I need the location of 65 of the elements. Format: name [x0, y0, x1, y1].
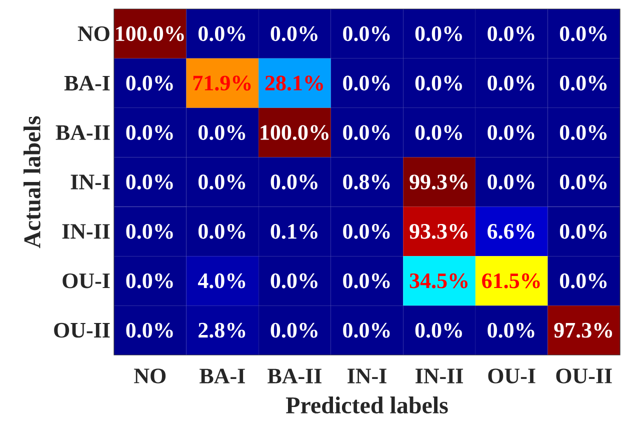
data-label: 0.0% — [560, 174, 607, 190]
data-label: 0.0% — [198, 125, 246, 140]
data-label: 0.0% — [126, 174, 173, 190]
data-label: 0.0% — [488, 125, 534, 140]
x-axis-title: Predicted labels — [286, 396, 448, 414]
data-label: 61.5% — [482, 273, 540, 288]
data-label: 97.3% — [554, 322, 612, 338]
data-label: 0.0% — [488, 174, 534, 190]
y-tick-label: NO — [78, 26, 110, 42]
data-label: 0.0% — [270, 26, 318, 42]
data-label: 0.0% — [488, 322, 534, 338]
data-label: 0.0% — [415, 322, 462, 338]
data-label: 0.0% — [415, 125, 462, 140]
y-tick-label: BA-II — [56, 125, 110, 140]
data-label: 0.0% — [488, 76, 534, 91]
data-label: 93.3% — [410, 224, 468, 239]
data-label: 0.1% — [270, 224, 318, 239]
data-label: 6.6% — [488, 224, 534, 239]
data-label: 4.0% — [198, 273, 246, 288]
data-label: 0.0% — [560, 273, 607, 288]
data-label: 0.0% — [415, 26, 462, 42]
x-tick-label: NO — [134, 368, 166, 384]
data-label: 0.0% — [270, 174, 318, 190]
data-label: 0.0% — [126, 76, 173, 91]
y-axis-title: Actual labels — [24, 116, 40, 248]
data-label: 0.0% — [560, 125, 607, 140]
data-label: 0.0% — [560, 76, 607, 91]
data-label: 0.0% — [488, 26, 534, 42]
data-label: 0.0% — [270, 322, 318, 338]
x-tick-label: BA-II — [268, 368, 322, 384]
data-label: 71.9% — [193, 76, 251, 91]
y-tick-label: OU-II — [54, 322, 110, 338]
data-label: 0.0% — [343, 273, 390, 288]
data-label: 0.0% — [126, 273, 173, 288]
data-label: 100.0% — [116, 26, 184, 42]
data-label: 28.1% — [265, 76, 323, 91]
data-label: 0.0% — [415, 76, 462, 91]
y-tick-label: IN-II — [62, 224, 110, 239]
data-label: 100.0% — [260, 125, 328, 140]
y-tick-label: BA-I — [64, 76, 110, 90]
x-tick-label: BA-I — [200, 368, 245, 384]
data-label: 34.5% — [410, 273, 468, 288]
data-label: 0.0% — [560, 26, 607, 42]
data-label: 0.8% — [343, 174, 390, 190]
y-tick-label: OU-I — [62, 273, 110, 288]
data-label: 0.0% — [198, 224, 246, 239]
x-tick-label: IN-I — [348, 368, 386, 384]
x-tick-label: IN-II — [416, 368, 463, 384]
data-label: 0.0% — [126, 224, 173, 239]
data-label: 0.0% — [343, 224, 390, 239]
data-label: 0.0% — [343, 76, 390, 91]
data-label: 2.8% — [198, 322, 246, 338]
data-label: 99.3% — [410, 174, 468, 190]
x-tick-label: OU-I — [488, 368, 536, 384]
data-label: 0.0% — [198, 174, 246, 190]
data-label: 0.0% — [126, 125, 173, 140]
data-label: 0.0% — [343, 125, 390, 140]
data-label: 0.0% — [343, 322, 390, 338]
x-tick-label: OU-II — [556, 368, 612, 384]
y-tick-label: IN-I — [70, 174, 110, 190]
data-label: 0.0% — [343, 26, 390, 42]
data-label: 0.0% — [198, 26, 246, 42]
data-label: 0.0% — [126, 322, 173, 338]
data-label: 0.0% — [270, 273, 318, 288]
data-label: 0.0% — [560, 224, 607, 239]
